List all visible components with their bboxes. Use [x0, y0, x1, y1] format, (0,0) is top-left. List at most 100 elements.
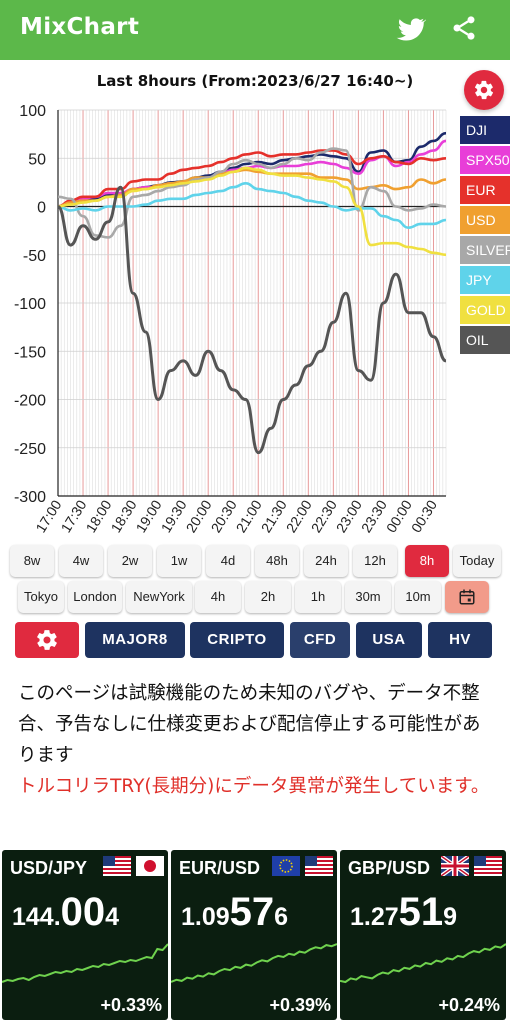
category-button-cripto[interactable]: CRIPTO: [190, 622, 284, 658]
period-button-48h[interactable]: 48h: [255, 545, 299, 577]
price-pips: 51: [398, 890, 444, 934]
series-line-silver: [57, 147, 447, 239]
period-button-8w[interactable]: 8w: [10, 545, 54, 577]
y-tick-label: -250: [14, 441, 46, 458]
eu-flag-icon: [271, 856, 300, 876]
app-bar: MixChart: [0, 0, 510, 60]
chart-settings-button[interactable]: [464, 70, 504, 110]
period-button-1w[interactable]: 1w: [157, 545, 201, 577]
category-button-hv[interactable]: HV: [428, 622, 492, 658]
period-button-8h[interactable]: 8h: [405, 545, 449, 577]
y-tick-label: -50: [23, 248, 46, 265]
ticker-card-usd-jpy[interactable]: USD/JPY 144.004 +0.33%: [2, 850, 168, 1020]
series-line-gold: [57, 166, 447, 257]
y-tick-label: -200: [14, 393, 46, 410]
notice-warning: トルコリラTRY(長期分)にデータ異常が発生しています。: [18, 776, 490, 797]
x-tick-label: 22:00: [283, 497, 315, 535]
period-button-4d[interactable]: 4d: [206, 545, 250, 577]
legend-item-silver[interactable]: SILVER: [460, 236, 510, 264]
series-line-oil: [56, 185, 447, 455]
notice-disclaimer: このページは試験機能のため未知のバグや、データ不整合、予告なしに仕様変更および配…: [18, 683, 481, 766]
session-button-newyork[interactable]: NewYork: [126, 581, 192, 613]
notice-text: このページは試験機能のため未知のバグや、データ不整合、予告なしに仕様変更および配…: [18, 678, 498, 802]
x-tick-label: 22:30: [308, 497, 340, 535]
ticker-card-gbp-usd[interactable]: GBP/USD 1.27519 +0.24%: [340, 850, 506, 1020]
period-button-today[interactable]: Today: [453, 545, 501, 577]
x-tick-label: 18:00: [82, 497, 114, 535]
category-settings-button[interactable]: [15, 622, 79, 658]
ticker-pair: EUR/USD: [179, 858, 261, 878]
category-button-usa[interactable]: USA: [356, 622, 422, 658]
x-tick-label: 23:00: [333, 497, 365, 535]
sparkline-path: [340, 943, 506, 984]
y-tick-label: -150: [14, 344, 46, 361]
x-tick-label: 23:30: [358, 497, 390, 535]
currency-flags: [439, 854, 502, 880]
session-button-2h[interactable]: 2h: [245, 581, 291, 613]
session-button-tokyo[interactable]: Tokyo: [18, 581, 64, 613]
ticker-change: +0.39%: [269, 995, 331, 1015]
price-tail: 9: [443, 903, 458, 931]
series-line-jpy: [57, 182, 447, 229]
gb-flag-icon: [439, 854, 471, 878]
y-tick-label: -300: [14, 489, 46, 506]
ticker-card-eur-usd[interactable]: EUR/USD 1.09576 +0.39%: [171, 850, 337, 1020]
period-button-24h[interactable]: 24h: [304, 545, 348, 577]
us-flag-icon: [305, 856, 333, 876]
session-button-1h[interactable]: 1h: [295, 581, 341, 613]
legend-item-usd[interactable]: USD: [460, 206, 510, 234]
session-button-10m[interactable]: 10m: [395, 581, 441, 613]
ticker-pair: USD/JPY: [10, 858, 88, 878]
x-tick-label: 20:30: [208, 497, 240, 535]
ticker-pair: GBP/USD: [348, 858, 431, 878]
session-button-30m[interactable]: 30m: [345, 581, 391, 613]
legend-item-oil[interactable]: OIL: [460, 326, 510, 354]
price-tail: 4: [105, 903, 120, 931]
gear-icon: [37, 630, 57, 650]
chart-title: Last 8hours (From:2023/6/27 16:40~): [96, 72, 414, 90]
x-tick-label: 17:30: [57, 497, 89, 535]
category-button-major8[interactable]: MAJOR8: [85, 622, 185, 658]
currency-flags: [102, 856, 164, 880]
sparkline: [2, 943, 168, 983]
sparkline: [171, 943, 337, 983]
share-icon[interactable]: [450, 14, 480, 44]
y-tick-label: 100: [19, 103, 46, 120]
period-button-2w[interactable]: 2w: [108, 545, 152, 577]
us-flag-icon: [102, 856, 131, 876]
ticker-price: 1.09576: [181, 890, 288, 935]
y-tick-label: 0: [37, 200, 46, 217]
legend-item-eur[interactable]: EUR: [460, 176, 510, 204]
legend-item-dji[interactable]: DJI: [460, 116, 510, 144]
ticker-change: +0.33%: [100, 995, 162, 1015]
category-button-cfd[interactable]: CFD: [290, 622, 350, 658]
legend-item-gold[interactable]: GOLD: [460, 296, 510, 324]
session-button-london[interactable]: London: [68, 581, 122, 613]
ticker-price: 144.004: [12, 890, 119, 935]
ticker-strip: USD/JPY 144.004 +0.33% EUR/USD 1.09576 +0.3…: [0, 848, 510, 1020]
x-tick-label: 21:00: [233, 497, 265, 535]
x-tick-label: 19:30: [158, 497, 190, 535]
period-button-12h[interactable]: 12h: [353, 545, 397, 577]
price-lead: 144.: [12, 903, 61, 931]
price-tail: 6: [274, 903, 289, 931]
line-chart[interactable]: 100500-50-100-150-200-250-30017:0017:301…: [0, 98, 460, 538]
x-tick-label: 21:30: [258, 497, 290, 535]
twitter-icon[interactable]: [396, 14, 427, 44]
gear-icon: [474, 80, 494, 100]
sparkline: [340, 943, 506, 984]
session-selector: Tokyo London NewYork 4h 2h 1h 30m 10m: [0, 580, 510, 614]
period-button-4w[interactable]: 4w: [59, 545, 103, 577]
x-tick-label: 20:00: [183, 497, 215, 535]
y-tick-label: -100: [14, 296, 46, 313]
ticker-price: 1.27519: [350, 890, 457, 935]
category-selector: MAJOR8 CRIPTO CFD USA HV: [0, 622, 510, 660]
legend-item-jpy[interactable]: JPY: [460, 266, 510, 294]
session-button-4h[interactable]: 4h: [195, 581, 241, 613]
jp-flag-icon: [136, 856, 164, 876]
calendar-button[interactable]: [445, 581, 489, 613]
period-selector: 8w 4w 2w 1w 4d 48h 24h 12h 8h Today: [0, 544, 510, 578]
y-tick-label: 50: [28, 151, 46, 168]
legend-item-spx500[interactable]: SPX500: [460, 146, 510, 174]
price-pips: 00: [60, 890, 106, 934]
